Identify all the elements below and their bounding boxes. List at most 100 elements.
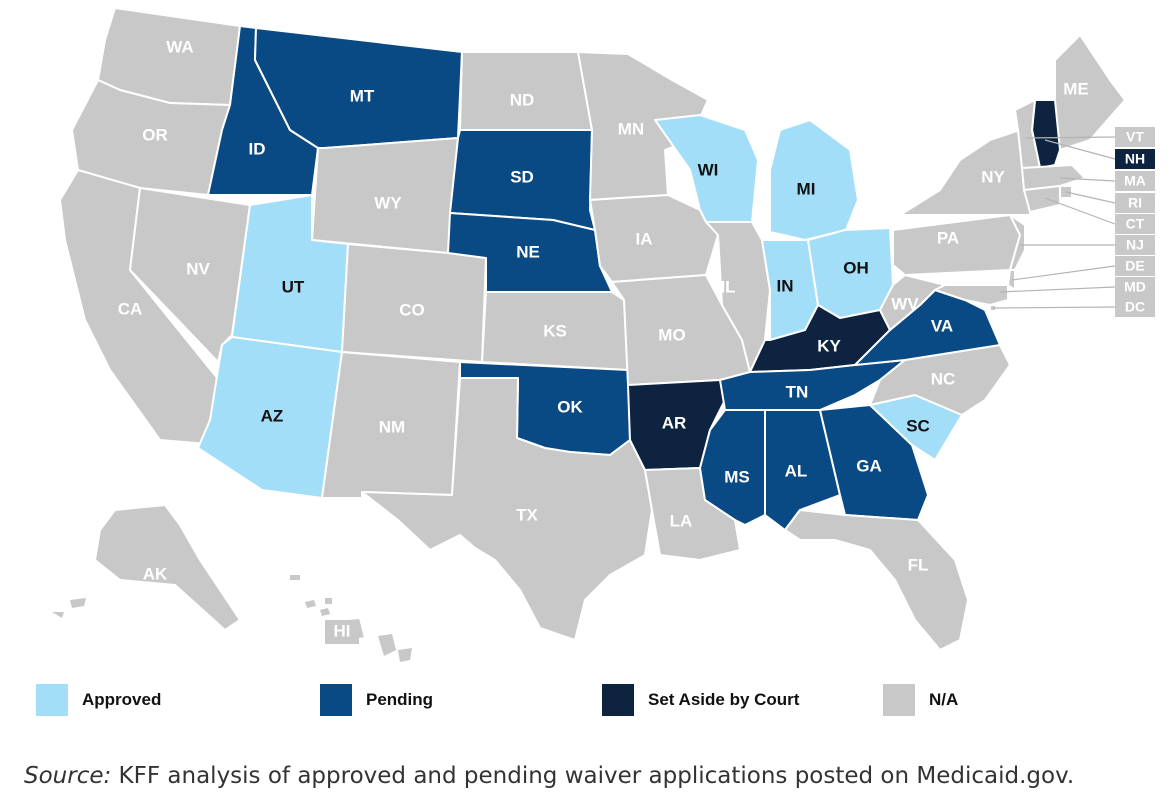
- callout-box-md: [1115, 277, 1155, 297]
- state-label-az: AZ: [261, 406, 284, 425]
- state-ak-island: [70, 598, 86, 608]
- state-label-ms: MS: [724, 467, 750, 486]
- state-hi-island: [320, 608, 330, 616]
- callout-line-dc: [992, 306, 1116, 309]
- callout-line-de: [1011, 265, 1116, 281]
- state-ak-island: [52, 612, 64, 618]
- legend-item-approved: Approved: [36, 684, 161, 716]
- state-label-in: IN: [777, 276, 794, 295]
- legend: Approved Pending Set Aside by Court N/A: [36, 684, 1136, 720]
- callout-box-dc: [1115, 297, 1155, 317]
- state-hi-island: [398, 648, 412, 662]
- state-tx: [361, 377, 653, 641]
- state-label-mi: MI: [797, 179, 816, 198]
- state-label-or: OR: [142, 125, 168, 144]
- state-label-ak: AK: [143, 564, 168, 583]
- state-label-ne: NE: [516, 242, 540, 261]
- source-prefix: Source:: [24, 763, 112, 789]
- legend-swatch-pending: [320, 684, 352, 716]
- legend-label-approved: Approved: [82, 690, 162, 709]
- callout-box-ct: [1115, 214, 1155, 234]
- state-nc: [869, 344, 1011, 416]
- callout-box-nh: [1115, 149, 1155, 169]
- state-label-mn: MN: [618, 119, 644, 138]
- legend-swatch-approved: [36, 684, 68, 716]
- state-label-ok: OK: [557, 397, 583, 416]
- callout-label-de: DE: [1125, 258, 1144, 274]
- state-ak-island: [325, 598, 332, 604]
- legend-label-set-aside: Set Aside by Court: [648, 690, 800, 709]
- state-label-wv: WV: [891, 294, 919, 313]
- state-label-mt: MT: [350, 86, 375, 105]
- state-label-ky: KY: [817, 336, 841, 355]
- state-label-id: ID: [249, 139, 266, 158]
- callout-box-de: [1115, 256, 1155, 276]
- state-label-il: IL: [720, 277, 735, 296]
- callout-label-nh: NH: [1125, 151, 1145, 167]
- state-label-la: LA: [670, 511, 693, 530]
- legend-swatch-na: [883, 684, 915, 716]
- state-label-ks: KS: [543, 321, 567, 340]
- state-label-nc: NC: [931, 369, 956, 388]
- legend-item-na: N/A: [883, 684, 958, 716]
- legend-label-na: N/A: [929, 690, 959, 709]
- callout-label-ri: RI: [1128, 195, 1142, 211]
- state-hi-island: [305, 600, 316, 608]
- state-label-va: VA: [931, 316, 953, 335]
- state-label-wy: WY: [374, 193, 402, 212]
- state-label-hi: HI: [334, 621, 351, 640]
- state-de: [1007, 269, 1016, 291]
- state-md: [934, 284, 1009, 306]
- state-ny: [899, 129, 1031, 216]
- state-label-wi: WI: [698, 160, 719, 179]
- source-note: Source: KFF analysis of approved and pen…: [24, 763, 1074, 789]
- legend-item-pending: Pending: [320, 684, 433, 716]
- callout-line-ma: [1059, 177, 1116, 182]
- callout-label-dc: DC: [1125, 299, 1145, 315]
- callout-label-nj: NJ: [1126, 237, 1144, 253]
- state-label-al: AL: [785, 461, 808, 480]
- state-label-ar: AR: [662, 413, 687, 432]
- state-label-oh: OH: [843, 258, 869, 277]
- state-label-ia: IA: [636, 229, 653, 248]
- legend-label-pending: Pending: [366, 690, 434, 709]
- source-text: KFF analysis of approved and pending wai…: [111, 763, 1075, 789]
- state-label-sc: SC: [906, 416, 930, 435]
- callout-box-ma: [1115, 171, 1155, 191]
- state-label-ca: CA: [118, 299, 143, 318]
- callout-box-vt: [1115, 127, 1155, 147]
- callout-line-ri: [1065, 191, 1116, 204]
- state-label-tn: TN: [786, 382, 809, 401]
- callout-line-vt: [1025, 136, 1116, 139]
- callout-label-ct: CT: [1126, 216, 1145, 232]
- state-label-co: CO: [399, 300, 425, 319]
- state-label-mo: MO: [658, 325, 685, 344]
- callout-label-ma: MA: [1124, 173, 1146, 189]
- callout-line-ct: [1044, 197, 1116, 225]
- state-label-ut: UT: [282, 277, 305, 296]
- state-label-wa: WA: [166, 37, 193, 56]
- state-ak-island: [290, 575, 300, 580]
- state-label-box-hi: [325, 620, 359, 644]
- state-label-me: ME: [1063, 79, 1089, 98]
- state-fl: [784, 509, 969, 651]
- state-label-ga: GA: [856, 456, 882, 475]
- state-ak: [94, 504, 241, 631]
- callout-label-md: MD: [1124, 279, 1146, 295]
- callout-label-vt: VT: [1126, 129, 1144, 145]
- callout-line-nh: [1044, 139, 1116, 160]
- state-label-nv: NV: [186, 259, 210, 278]
- us-states-map: WA OR CA NV ID MT WY UT AZ CO NM ND SD NE KS OK TX MN IA MO…: [52, 7, 1155, 662]
- state-label-nm: NM: [379, 417, 405, 436]
- state-label-fl: FL: [908, 555, 929, 574]
- callout-line-md: [999, 286, 1116, 293]
- state-label-ny: NY: [981, 167, 1005, 186]
- state-ma: [1021, 164, 1086, 191]
- state-label-sd: SD: [510, 167, 534, 186]
- callout-box-ri: [1115, 193, 1155, 213]
- state-hi-island: [378, 634, 396, 656]
- legend-swatch-set-aside: [602, 684, 634, 716]
- callout-box-nj: [1115, 235, 1155, 255]
- state-ct: [1023, 185, 1061, 213]
- state-label-tx: TX: [516, 505, 538, 524]
